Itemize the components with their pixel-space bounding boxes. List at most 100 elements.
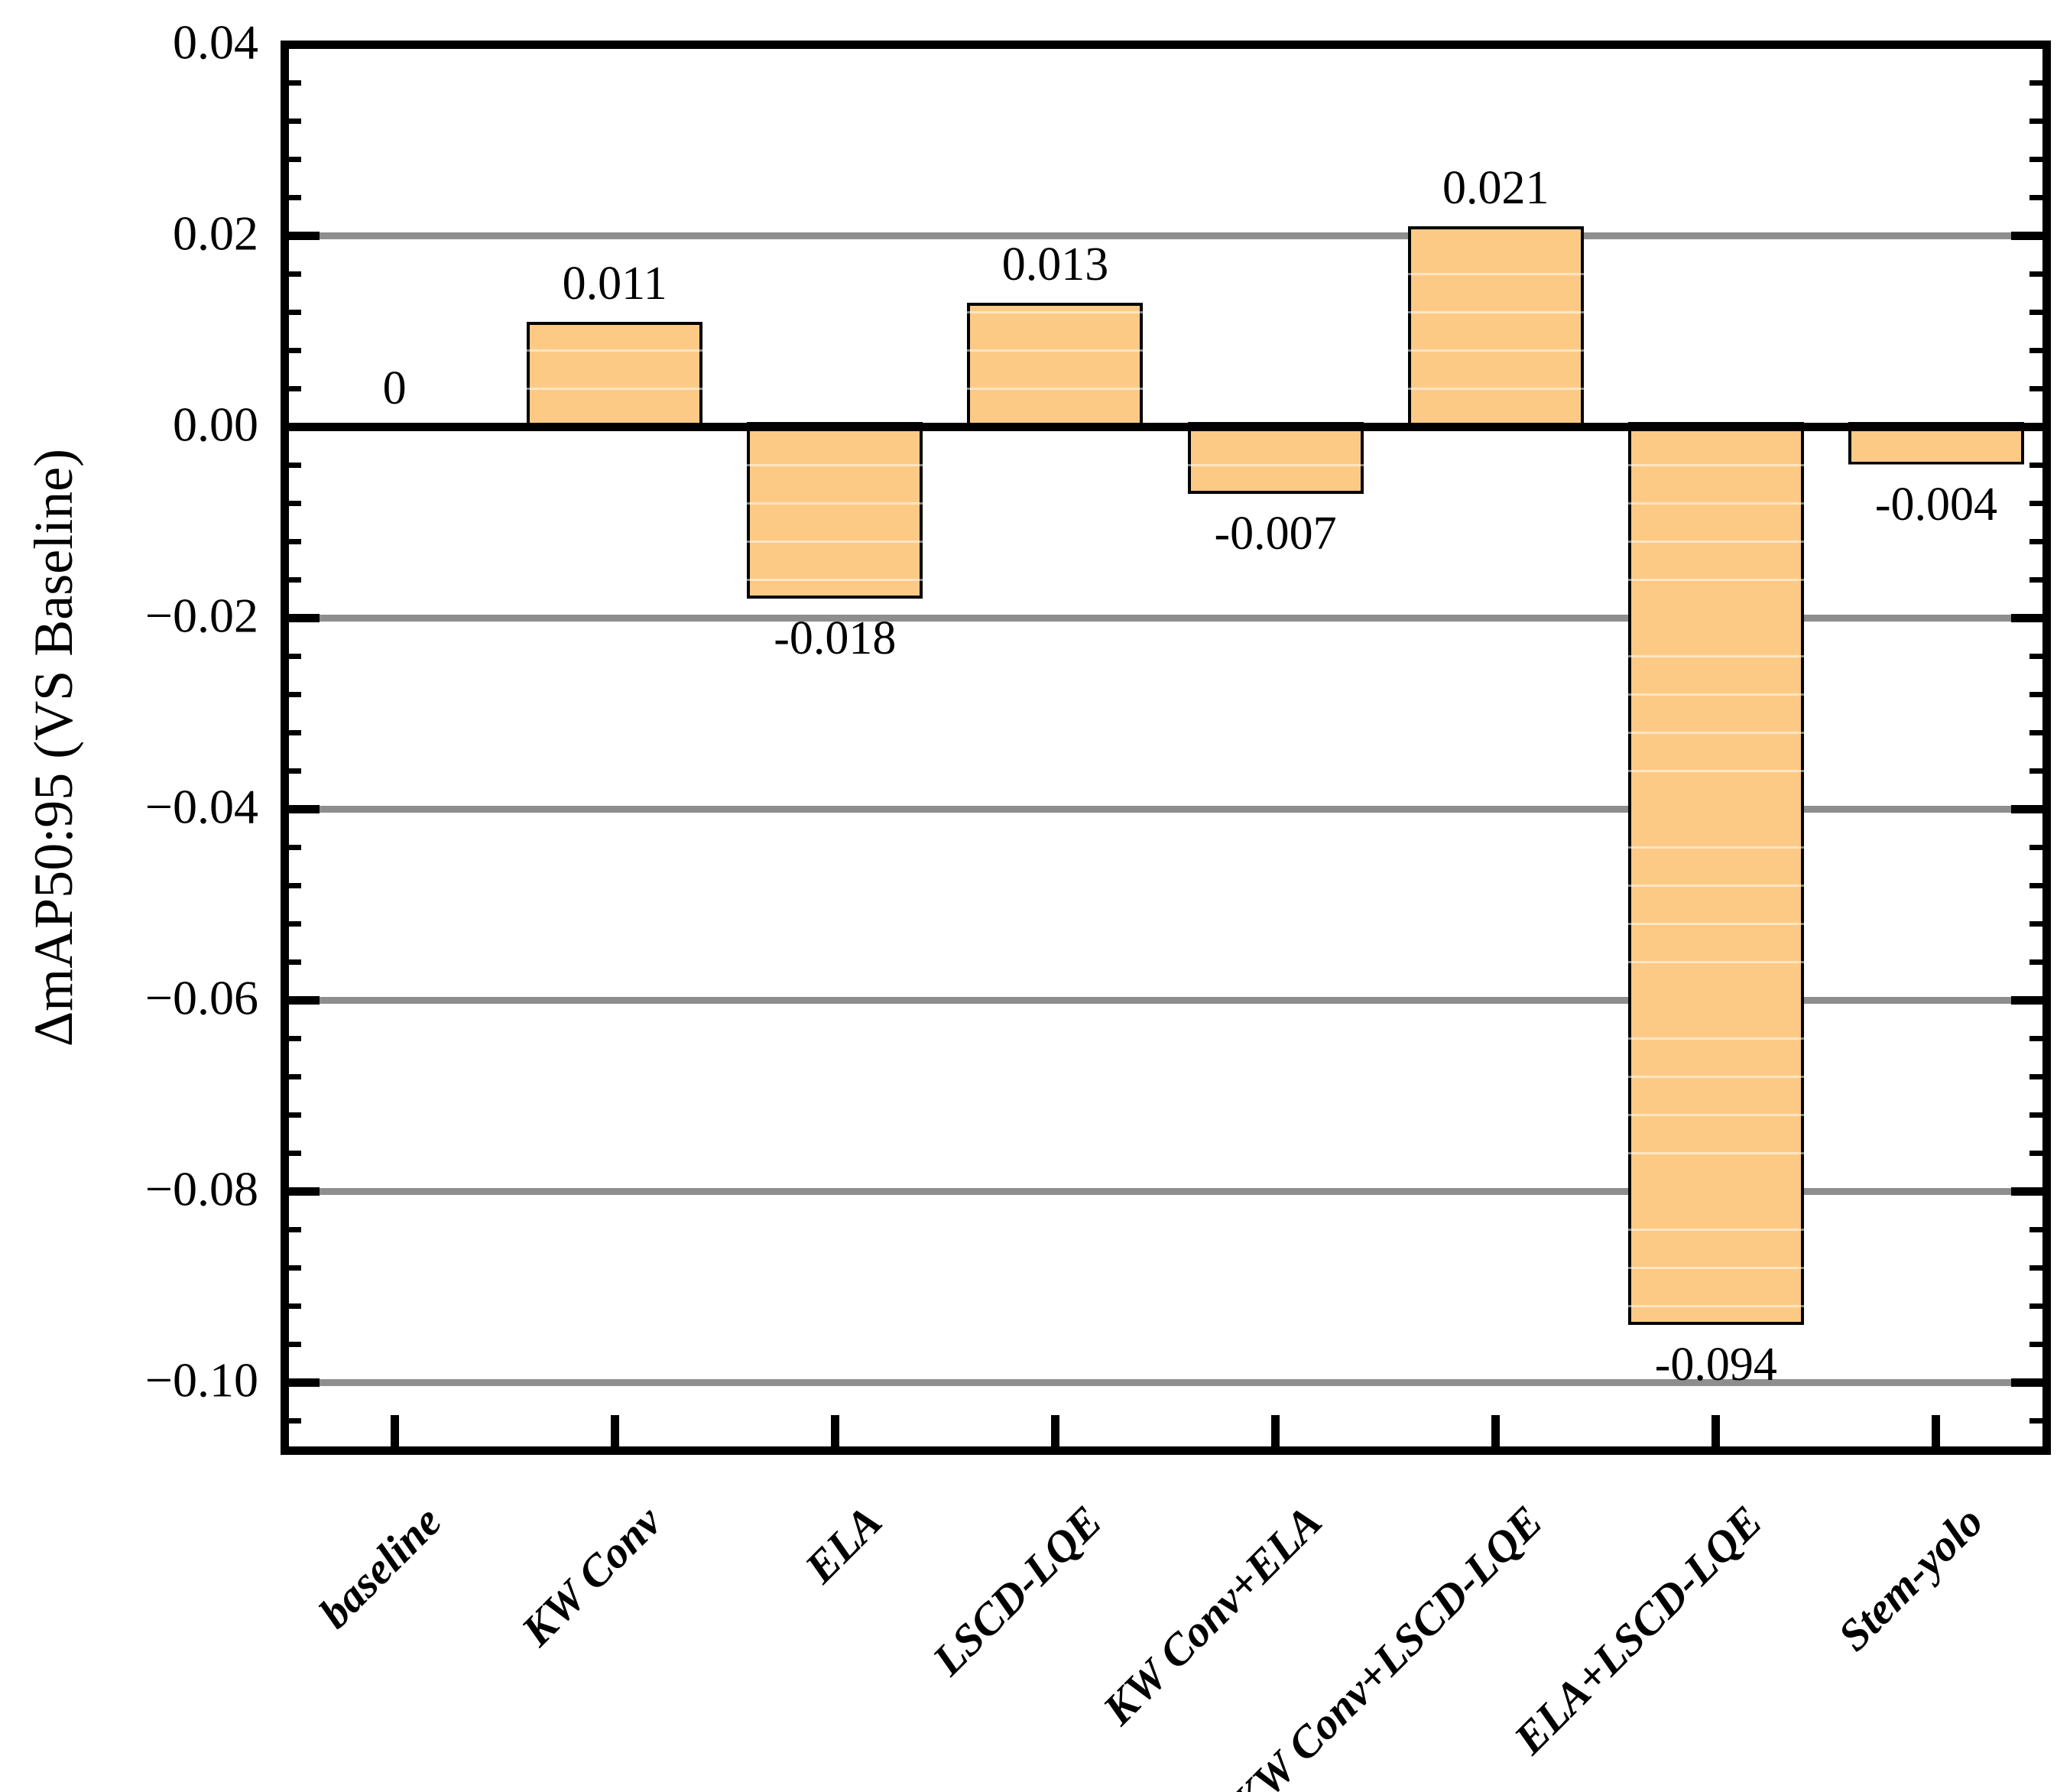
x-tick-label-baseline: baseline — [309, 1496, 451, 1638]
x-tick-label-stem-yolo: Stem-yolo — [1828, 1496, 1993, 1661]
y-minor-tick-right — [2029, 347, 2046, 353]
grid-line-minor-overlay — [284, 81, 2046, 84]
y-minor-tick-right — [2029, 691, 2046, 697]
grid-line-minor-overlay — [284, 272, 2046, 275]
grid-line-minor-overlay — [284, 1075, 2046, 1078]
y-minor-tick-left — [284, 500, 301, 506]
y-minor-tick-left — [284, 538, 301, 544]
y-major-tick-right — [2011, 804, 2046, 813]
y-minor-tick-right — [2029, 768, 2046, 774]
y-minor-tick-left — [284, 309, 301, 315]
y-minor-tick-left — [284, 959, 301, 965]
grid-line-major — [284, 1187, 2046, 1195]
y-minor-tick-left — [284, 1150, 301, 1156]
y-axis-title: ΔmAP50:95 (VS Baseline) — [23, 448, 84, 1047]
y-major-tick-right — [2011, 1187, 2046, 1196]
y-minor-tick-left — [284, 653, 301, 659]
bar-value-label: -0.004 — [1874, 479, 1998, 531]
zero-line — [280, 422, 2051, 431]
bar-kw-conv — [527, 321, 703, 431]
y-minor-tick-right — [2029, 882, 2046, 888]
y-minor-tick-left — [284, 118, 301, 124]
y-minor-tick-right — [2029, 1417, 2046, 1424]
grid-line-minor-overlay — [284, 731, 2046, 734]
y-tick-label: −0.08 — [144, 1161, 258, 1216]
y-minor-tick-right — [2029, 920, 2046, 927]
y-minor-tick-right — [2029, 1150, 2046, 1156]
y-minor-tick-left — [284, 80, 301, 86]
y-minor-tick-right — [2029, 80, 2046, 86]
y-minor-tick-right — [2029, 500, 2046, 506]
bar-value-label: -0.007 — [1214, 507, 1337, 560]
y-minor-tick-left — [284, 347, 301, 353]
y-minor-tick-left — [284, 1035, 301, 1041]
y-minor-tick-right — [2029, 1112, 2046, 1118]
x-tick-label-kw-conv: KW Conv — [511, 1496, 671, 1656]
y-minor-tick-left — [284, 844, 301, 850]
grid-line-major — [284, 805, 2046, 813]
y-minor-tick-right — [2029, 729, 2046, 735]
axis-frame — [280, 40, 2051, 1455]
x-tick — [1491, 1415, 1501, 1450]
bar-ela-lscd-lqe — [1627, 422, 1804, 1325]
bar-value-label: -0.018 — [774, 612, 897, 664]
grid-line-minor-overlay — [284, 693, 2046, 696]
y-minor-tick-right — [2029, 156, 2046, 162]
grid-line-minor-overlay — [284, 846, 2046, 849]
y-minor-tick-left — [284, 729, 301, 735]
grid-line-minor-overlay — [284, 502, 2046, 505]
y-tick-label: −0.10 — [144, 1352, 258, 1407]
y-minor-tick-left — [284, 882, 301, 888]
y-minor-tick-left — [284, 576, 301, 583]
y-minor-tick-left — [284, 156, 301, 162]
y-major-tick-right — [2011, 995, 2046, 1005]
grid-line-minor-overlay — [284, 769, 2046, 772]
grid-line-minor-overlay — [284, 578, 2046, 581]
y-minor-tick-left — [284, 385, 301, 391]
grid-line-minor-overlay — [284, 884, 2046, 887]
y-major-tick-right — [2011, 1378, 2046, 1387]
bar-value-label: 0.013 — [1001, 238, 1109, 291]
y-major-tick-right — [2011, 231, 2046, 240]
y-minor-tick-right — [2029, 1264, 2046, 1271]
grid-line-major — [284, 614, 2046, 622]
y-minor-tick-right — [2029, 1073, 2046, 1079]
grid-line-minor-overlay — [284, 196, 2046, 199]
x-tick — [1271, 1415, 1280, 1450]
grid-line-minor-overlay — [284, 463, 2046, 466]
grid-line-minor-overlay — [284, 387, 2046, 390]
grid-line-major — [284, 1378, 2046, 1386]
y-minor-tick-left — [284, 691, 301, 697]
y-tick-label: −0.06 — [144, 970, 258, 1025]
grid-line-minor-overlay — [284, 310, 2046, 313]
grid-line-minor-overlay — [284, 1151, 2046, 1154]
y-tick-label: 0.02 — [173, 206, 258, 261]
grid-line-minor-overlay — [284, 1266, 2046, 1269]
y-minor-tick-left — [284, 1226, 301, 1232]
grid-line-minor-overlay — [284, 922, 2046, 925]
x-tick — [390, 1415, 399, 1450]
y-major-tick-left — [284, 231, 320, 240]
bar-ela — [747, 422, 923, 599]
x-tick — [830, 1415, 839, 1450]
y-minor-tick-right — [2029, 118, 2046, 124]
y-minor-tick-left — [284, 1303, 301, 1309]
bar-value-label: 0 — [382, 362, 407, 414]
grid-line-minor-overlay — [284, 654, 2046, 657]
grid-line-minor-overlay — [284, 119, 2046, 122]
y-tick-label: −0.02 — [144, 588, 258, 643]
grid-line-minor-overlay — [284, 960, 2046, 963]
y-minor-tick-left — [284, 1341, 301, 1347]
y-minor-tick-left — [284, 1112, 301, 1118]
x-tick-label-lscd-lqe: LSCD-LQE — [923, 1496, 1111, 1685]
x-tick — [610, 1415, 619, 1450]
y-minor-tick-right — [2029, 538, 2046, 544]
grid-line-minor-overlay — [284, 1113, 2046, 1116]
x-tick-label-ela: ELA — [794, 1496, 891, 1592]
y-major-tick-left — [284, 995, 320, 1005]
bar-value-label: -0.094 — [1654, 1339, 1777, 1391]
y-tick-label: −0.04 — [144, 779, 258, 834]
grid-line-major — [284, 996, 2046, 1004]
bar-value-label: 0.021 — [1442, 161, 1549, 214]
